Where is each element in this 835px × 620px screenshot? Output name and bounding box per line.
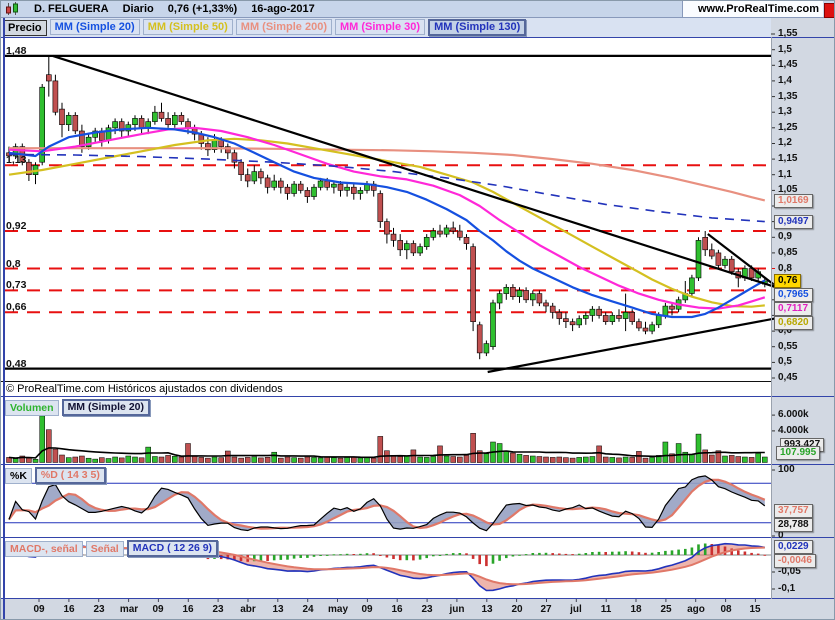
alert-button[interactable] (824, 3, 834, 18)
price-legend-bar: Precio MM (Simple 20) MM (Simple 50) MM (S… (1, 18, 771, 37)
price-panel[interactable] (4, 37, 771, 381)
macd-legend: MACD-, señal Señal MACD ( 12 26 9) (5, 540, 219, 557)
legend-item-mm-simple-200-[interactable]: MM (Simple 200) (235, 19, 332, 35)
legend-item-mm-simple-130-[interactable]: MM (Simple 130) (428, 19, 527, 36)
ma-legend-items: MM (Simple 20) MM (Simple 50) MM (Simple 2… (49, 19, 527, 36)
stochastic-legend: %K %D ( 14 3 5) (5, 467, 106, 484)
symbol-name: D. FELGUERA (34, 3, 109, 15)
title-bar: D. FELGUERA Diario 0,76 (+1,33%) 16-ago-… (1, 1, 834, 18)
macd-legend-item-macd-se-al[interactable]: MACD-, señal (5, 540, 83, 557)
macd-legend-item-se-al[interactable]: Señal (85, 540, 124, 557)
last-price: 0,76 (167, 3, 190, 15)
stochastic-panel[interactable] (4, 465, 771, 537)
x-axis-area[interactable] (1, 599, 834, 619)
candlestick-icon (5, 2, 20, 16)
price-panel-tab[interactable]: Precio (3, 19, 47, 36)
stoch-legend-item-%k[interactable]: %K (5, 467, 32, 484)
copyright-text: © ProRealTime.com Históricos ajustados c… (6, 383, 289, 395)
website-link[interactable]: www.ProRealTime.com (682, 1, 823, 17)
last-date: 16-ago-2017 (251, 3, 315, 15)
last-price-and-change: 0,76 (+1,33%) (168, 3, 237, 15)
volume-legend-item-mm-simple-20-[interactable]: MM (Simple 20) (61, 399, 150, 416)
legend-item-mm-simple-50-[interactable]: MM (Simple 50) (142, 19, 233, 35)
legend-item-mm-simple-30-[interactable]: MM (Simple 30) (334, 19, 426, 35)
volume-legend-item-volumen[interactable]: Volumen (5, 399, 59, 416)
timeframe-label: Diario (122, 3, 154, 15)
right-axis-area[interactable] (771, 18, 834, 599)
volume-legend: Volumen MM (Simple 20) (5, 399, 150, 416)
legend-item-mm-simple-20-[interactable]: MM (Simple 20) (49, 19, 140, 35)
macd-legend-item-macd-12-26-9-[interactable]: MACD ( 12 26 9) (126, 540, 219, 557)
stoch-legend-item-%d-14-3-5-[interactable]: %D ( 14 3 5) (34, 467, 106, 484)
price-change: (+1,33%) (192, 3, 238, 15)
